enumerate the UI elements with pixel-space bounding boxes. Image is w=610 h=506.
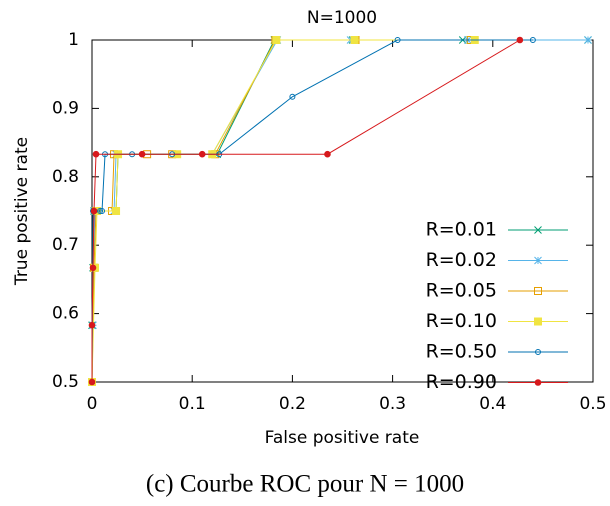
- legend-label: R=0.50: [426, 341, 497, 363]
- y-tick-label: 0.7: [52, 235, 79, 255]
- y-tick-label: 1: [68, 30, 79, 50]
- marker: [289, 93, 296, 100]
- marker: [112, 207, 121, 215]
- chart-title: N=1000: [307, 8, 377, 28]
- x-tick-label: 0.4: [479, 394, 506, 414]
- legend-marker: [534, 379, 542, 386]
- marker: [516, 36, 524, 44]
- y-tick-label: 0.6: [52, 304, 79, 324]
- legend-label: R=0.90: [426, 371, 497, 393]
- series-line: [91, 39, 588, 383]
- legend-label: R=0.01: [426, 219, 497, 241]
- marker: [97, 208, 104, 214]
- marker: [394, 37, 401, 43]
- x-tick-label: 0.2: [279, 394, 306, 414]
- legend-marker: [534, 287, 542, 295]
- marker: [198, 150, 206, 158]
- plot-frame: [91, 39, 594, 383]
- marker: [92, 150, 100, 158]
- marker: [272, 36, 281, 44]
- marker: [529, 37, 536, 43]
- legend-marker: [535, 349, 541, 355]
- x-axis-label: False positive rate: [265, 428, 420, 448]
- series-line: [91, 39, 471, 383]
- marker: [324, 150, 331, 158]
- marker: [350, 36, 359, 44]
- legend-label: R=0.05: [426, 280, 497, 302]
- legend-marker: [534, 317, 542, 326]
- legend-marker: [534, 226, 542, 234]
- x-tick-label: 0.3: [379, 394, 406, 414]
- marker: [89, 264, 97, 272]
- legend-label: R=0.10: [426, 310, 497, 332]
- marker: [99, 208, 106, 214]
- legend-marker: [534, 256, 542, 265]
- y-tick-label: 0.9: [52, 98, 79, 118]
- series-line: [91, 39, 588, 382]
- marker: [88, 321, 96, 329]
- marker: [90, 207, 98, 215]
- marker: [88, 378, 96, 386]
- x-tick-label: 0.1: [179, 394, 206, 414]
- marker: [584, 36, 592, 44]
- x-tick-label: 0.5: [579, 394, 606, 414]
- marker: [138, 150, 146, 158]
- series-line: [91, 39, 475, 383]
- x-tick-label: 0: [87, 394, 98, 414]
- y-tick-label: 0.5: [52, 372, 79, 392]
- y-tick-label: 0.8: [52, 167, 79, 187]
- caption: (c) Courbe ROC pour N = 1000: [146, 471, 464, 498]
- legend-label: R=0.02: [426, 249, 497, 271]
- y-axis-label: True positive rate: [12, 137, 32, 286]
